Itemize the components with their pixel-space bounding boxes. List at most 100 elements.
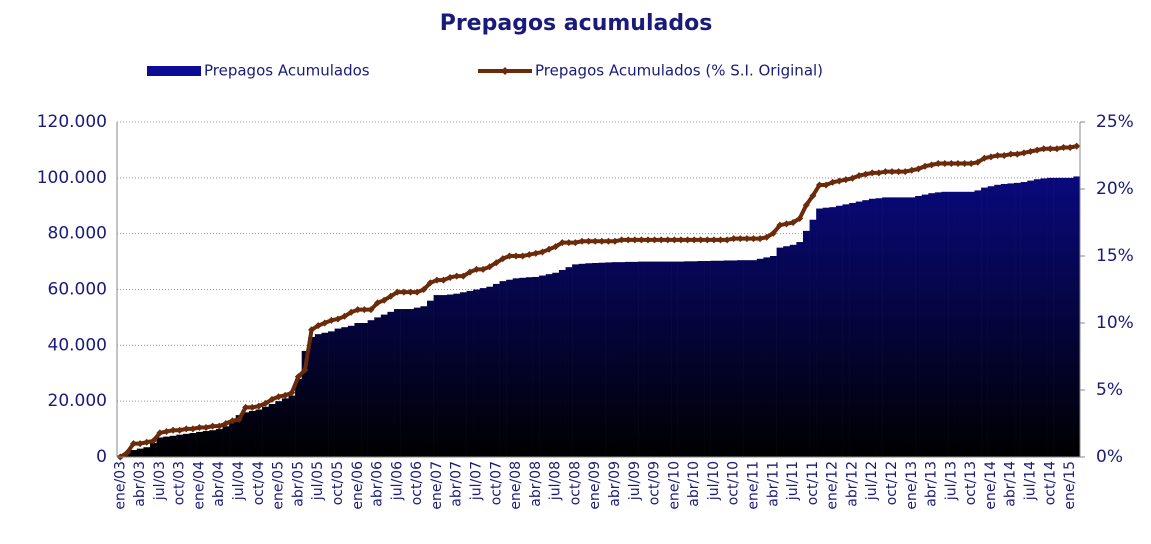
bar: [835, 205, 843, 457]
bar: [981, 187, 988, 457]
line-marker: [842, 176, 850, 184]
bar: [921, 194, 929, 458]
line-marker: [994, 152, 1002, 159]
x-tick-label: abr/03: [132, 461, 148, 507]
bar: [314, 334, 322, 457]
x-tick-label: oct/09: [647, 461, 663, 505]
x-tick-label: oct/03: [172, 461, 188, 505]
line-marker: [578, 237, 586, 245]
bar: [1014, 182, 1021, 457]
x-tick-label: ene/13: [904, 461, 920, 510]
x-tick-label: jul/05: [310, 461, 326, 501]
bar: [1060, 177, 1068, 458]
line-marker: [1007, 150, 1015, 158]
line-marker: [439, 276, 447, 284]
x-tick-label: ene/06: [350, 461, 366, 510]
bar: [552, 272, 560, 457]
bar: [572, 264, 580, 457]
bar: [598, 262, 606, 457]
line-marker: [426, 279, 434, 287]
bar: [1073, 176, 1081, 457]
x-tick-label: ene/05: [271, 461, 287, 510]
bar: [268, 403, 276, 457]
bar: [413, 307, 421, 457]
line-marker: [143, 438, 151, 446]
y2-tick-label: 15%: [1096, 246, 1134, 266]
bar: [651, 261, 659, 457]
line-marker: [492, 259, 500, 267]
bar: [710, 260, 718, 457]
line-marker: [466, 268, 474, 276]
bar: [532, 276, 540, 457]
bar: [987, 186, 995, 458]
y2-tick-label: 5%: [1096, 380, 1123, 400]
bar: [1033, 179, 1041, 457]
line-marker: [156, 429, 164, 437]
line-marker: [677, 236, 685, 244]
bar: [453, 293, 461, 457]
bar: [367, 320, 375, 457]
line-marker: [835, 177, 843, 185]
x-tick-label: jul/10: [706, 461, 722, 501]
line-marker: [624, 236, 632, 244]
x-tick-label: jul/04: [231, 461, 247, 501]
line-marker: [974, 158, 982, 166]
bar: [948, 191, 955, 457]
line-marker: [802, 201, 810, 209]
bar: [202, 431, 210, 457]
line-marker: [512, 252, 520, 260]
line-marker: [374, 299, 382, 307]
line-marker: [472, 265, 480, 273]
x-tick-label: jul/14: [1023, 461, 1039, 501]
line-marker: [684, 236, 692, 244]
x-tick-label: ene/15: [1062, 461, 1078, 510]
bar: [961, 191, 969, 457]
line-marker: [228, 417, 236, 425]
bar: [222, 426, 230, 457]
line-marker: [195, 424, 203, 432]
line-marker: [743, 235, 751, 243]
line-marker: [1027, 147, 1035, 155]
bar: [229, 420, 237, 457]
line-marker: [1020, 149, 1028, 157]
bar: [1007, 183, 1015, 457]
x-tick-label: jul/03: [152, 461, 168, 501]
x-tick-label: jul/11: [785, 461, 801, 501]
bar: [492, 283, 500, 457]
legend-label: Prepagos Acumulados (% S.I. Original): [535, 62, 823, 80]
line-marker: [710, 236, 718, 244]
line-marker: [829, 178, 837, 186]
line-marker: [288, 389, 296, 397]
y-tick-label: 100.000: [37, 168, 107, 188]
bar: [882, 197, 890, 457]
legend-swatch: [147, 66, 201, 76]
bar: [301, 350, 309, 457]
legend-label: Prepagos Acumulados: [204, 62, 370, 80]
line-marker: [888, 168, 896, 176]
bar: [565, 267, 573, 457]
bar: [380, 314, 388, 457]
bar: [697, 261, 705, 457]
line-marker: [571, 239, 579, 247]
bar: [928, 193, 936, 457]
x-tick-label: abr/11: [765, 461, 781, 507]
bar: [730, 260, 738, 457]
bar: [196, 431, 204, 457]
line-marker: [459, 272, 467, 280]
x-tick-label: oct/14: [1042, 461, 1058, 505]
line-marker: [499, 255, 507, 263]
line-marker: [822, 181, 830, 189]
line-marker: [908, 166, 916, 174]
line-marker: [717, 236, 725, 244]
bar: [974, 190, 982, 458]
line-marker: [769, 229, 777, 237]
x-tick-label: oct/08: [567, 461, 583, 505]
x-tick-label: jul/13: [943, 461, 959, 501]
x-tick-label: ene/04: [191, 461, 207, 510]
line-marker: [565, 239, 573, 247]
bar: [262, 406, 270, 457]
x-tick-label: oct/12: [884, 461, 900, 505]
line-marker: [321, 319, 329, 327]
line-marker: [261, 399, 269, 407]
x-tick-label: ene/07: [429, 461, 445, 510]
